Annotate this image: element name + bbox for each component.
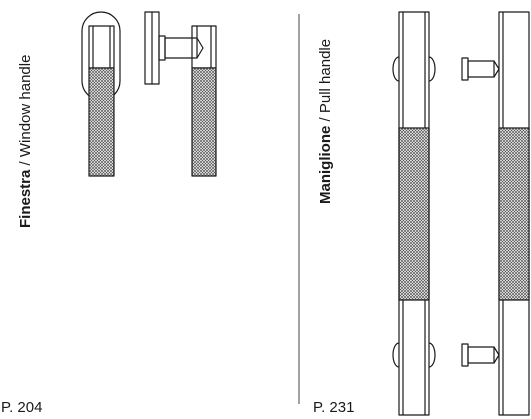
pull-handle-page-ref: P. 231: [313, 399, 355, 416]
window-handle-side-view: [144, 11, 217, 177]
window-handle-page-ref: P. 204: [1, 399, 43, 416]
window-handle-front-view: [81, 11, 121, 177]
pull-handle-side-view: [461, 11, 530, 416]
pull-handle-front-view: [392, 11, 436, 416]
